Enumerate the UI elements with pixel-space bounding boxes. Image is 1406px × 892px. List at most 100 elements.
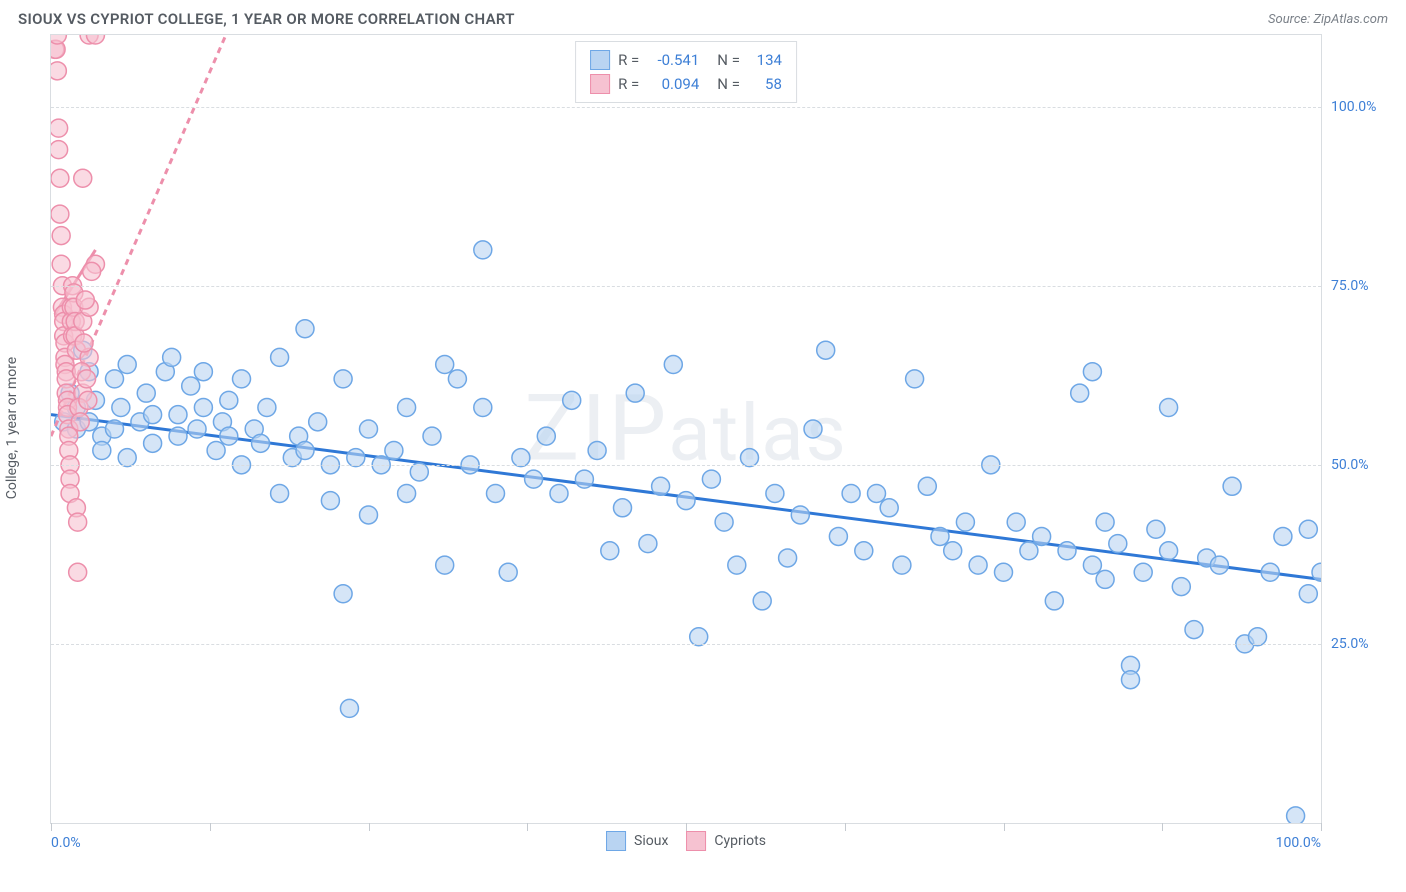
plot-svg <box>51 35 1321 823</box>
data-point <box>1083 363 1101 381</box>
data-point <box>51 169 69 187</box>
data-point <box>296 441 314 459</box>
data-point <box>893 556 911 574</box>
source-prefix: Source: <box>1268 12 1313 27</box>
data-point <box>321 492 339 510</box>
y-axis-label: College, 1 year or more <box>4 357 20 499</box>
data-point <box>931 527 949 545</box>
chart-header: SIOUX VS CYPRIOT COLLEGE, 1 YEAR OR MORE… <box>0 0 1406 34</box>
data-point <box>1058 542 1076 560</box>
legend-swatch <box>590 50 610 70</box>
data-point <box>918 477 936 495</box>
data-point <box>233 370 251 388</box>
data-point <box>880 499 898 517</box>
data-point <box>93 441 111 459</box>
data-point <box>1083 556 1101 574</box>
data-point <box>868 484 886 502</box>
x-tick <box>369 823 370 831</box>
data-point <box>448 370 466 388</box>
legend-correlation: R =-0.541N =134R =0.094N =58 <box>575 41 797 103</box>
data-point <box>766 484 784 502</box>
data-point <box>78 370 96 388</box>
data-point <box>385 441 403 459</box>
data-point <box>842 484 860 502</box>
data-point <box>944 542 962 560</box>
y-tick-label: 50.0% <box>1331 457 1391 473</box>
data-point <box>106 420 124 438</box>
data-point <box>1096 513 1114 531</box>
y-tick-label: 100.0% <box>1331 99 1391 115</box>
data-point <box>1223 477 1241 495</box>
legend-n-value: 134 <box>748 48 782 72</box>
data-point <box>588 441 606 459</box>
data-point <box>258 399 276 417</box>
data-point <box>436 356 454 374</box>
data-point <box>71 413 89 431</box>
data-point <box>537 427 555 445</box>
data-point <box>271 484 289 502</box>
data-point <box>664 356 682 374</box>
data-point <box>360 506 378 524</box>
legend-r-label: R = <box>618 48 639 72</box>
data-point <box>1020 542 1038 560</box>
data-point <box>1033 527 1051 545</box>
data-point <box>69 513 87 531</box>
data-point <box>995 563 1013 581</box>
x-tick <box>1162 823 1163 831</box>
data-point <box>474 399 492 417</box>
x-tick <box>527 823 528 831</box>
data-point <box>550 484 568 502</box>
x-tick <box>845 823 846 831</box>
data-point <box>1172 578 1190 596</box>
data-point <box>1007 513 1025 531</box>
data-point <box>702 470 720 488</box>
data-point <box>1261 563 1279 581</box>
data-point <box>52 227 70 245</box>
data-point <box>1287 807 1305 823</box>
gridline <box>51 465 1321 466</box>
x-tick-label: 100.0% <box>1276 835 1321 851</box>
data-point <box>1122 671 1140 689</box>
data-point <box>220 391 238 409</box>
x-tick <box>210 823 211 831</box>
data-point <box>1299 520 1317 538</box>
data-point <box>1160 399 1178 417</box>
data-point <box>563 391 581 409</box>
data-point <box>969 556 987 574</box>
data-point <box>207 441 225 459</box>
data-point <box>1045 592 1063 610</box>
data-point <box>1096 570 1114 588</box>
data-point <box>715 513 733 531</box>
data-point <box>220 427 238 445</box>
data-point <box>753 592 771 610</box>
data-point <box>252 434 270 452</box>
data-point <box>1274 527 1292 545</box>
data-point <box>76 291 94 309</box>
data-point <box>601 542 619 560</box>
data-point <box>398 399 416 417</box>
y-tick-label: 75.0% <box>1331 278 1391 294</box>
data-point <box>169 406 187 424</box>
legend-r-label: R = <box>618 72 639 96</box>
legend-r-value: 0.094 <box>647 72 699 96</box>
data-point <box>169 427 187 445</box>
data-point <box>436 556 454 574</box>
data-point <box>398 484 416 502</box>
data-point <box>75 334 93 352</box>
legend-swatch <box>590 74 610 94</box>
data-point <box>51 141 68 159</box>
legend-label: Cypriots <box>714 833 766 849</box>
data-point <box>499 563 517 581</box>
data-point <box>360 420 378 438</box>
data-point <box>1299 585 1317 603</box>
data-point <box>1185 621 1203 639</box>
data-point <box>728 556 746 574</box>
x-tick <box>1004 823 1005 831</box>
data-point <box>334 585 352 603</box>
data-point <box>626 384 644 402</box>
data-point <box>423 427 441 445</box>
chart-title: SIOUX VS CYPRIOT COLLEGE, 1 YEAR OR MORE… <box>18 10 515 28</box>
data-point <box>779 549 797 567</box>
data-point <box>79 391 97 409</box>
data-point <box>334 370 352 388</box>
